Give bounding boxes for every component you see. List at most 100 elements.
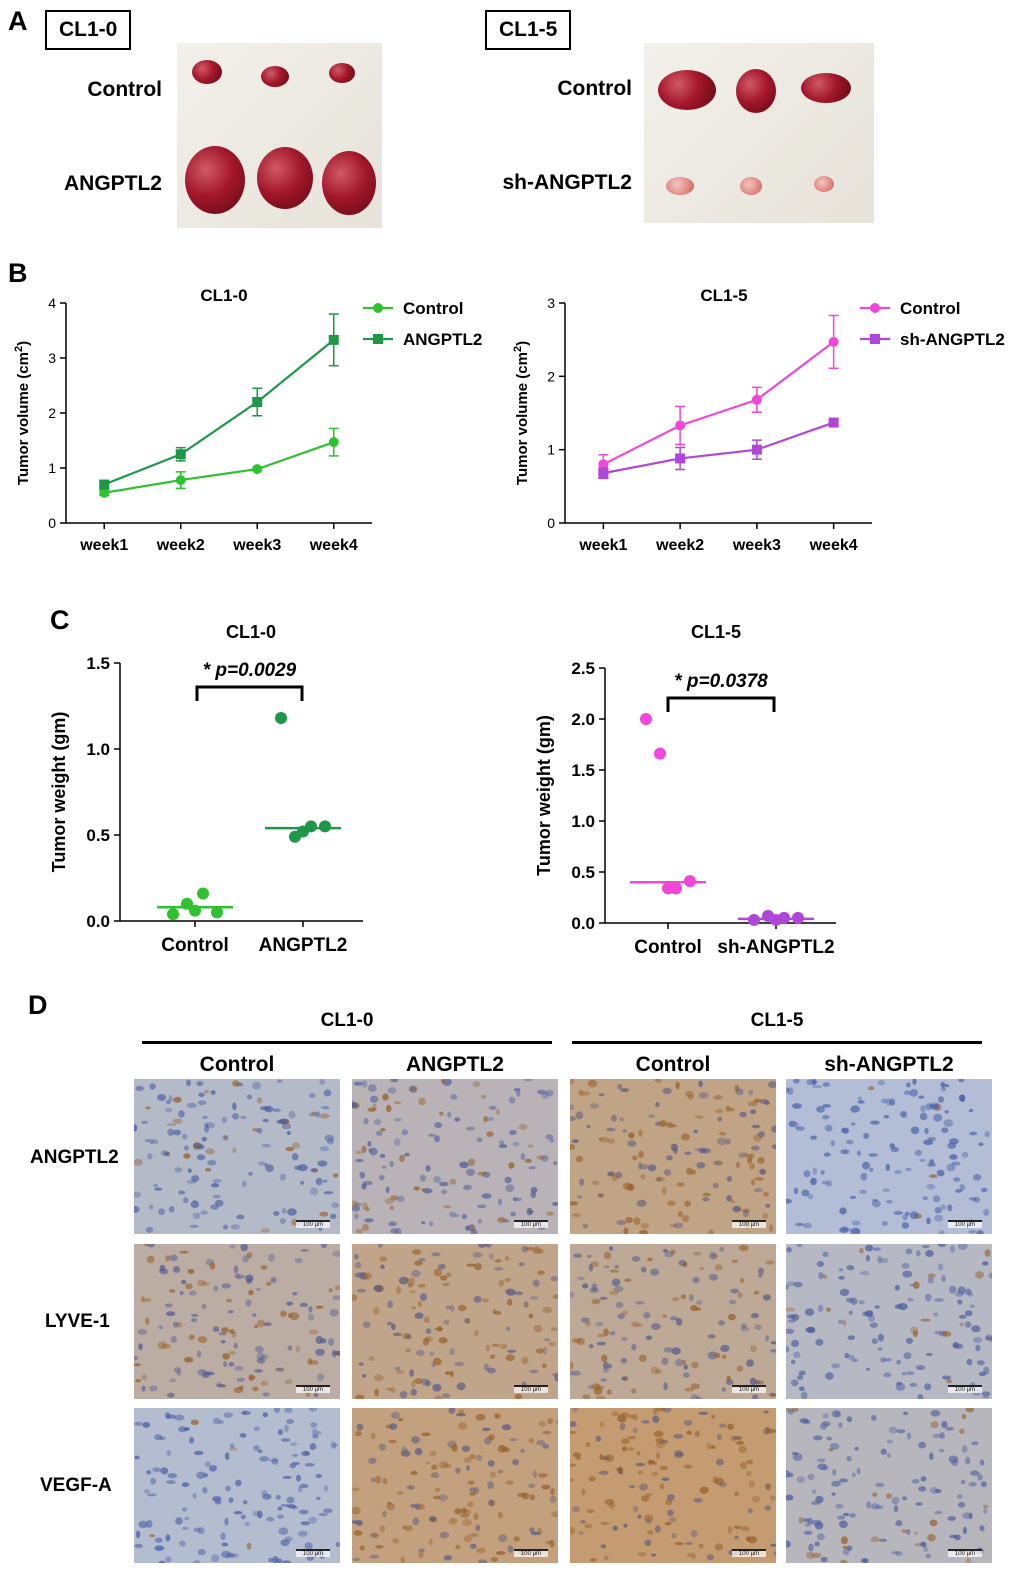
cell-nucleus (608, 1246, 614, 1251)
cell-nucleus (179, 1250, 189, 1254)
cell-nucleus (578, 1531, 584, 1535)
cell-nucleus (948, 1455, 959, 1464)
cell-nucleus (461, 1214, 468, 1220)
ihc-texture (352, 1079, 558, 1234)
cell-nucleus (253, 1426, 260, 1432)
data-point (211, 906, 223, 919)
cell-nucleus (933, 1113, 943, 1122)
cell-nucleus (842, 1512, 850, 1517)
cell-nucleus (256, 1352, 265, 1360)
cell-nucleus (323, 1179, 328, 1183)
cell-nucleus (319, 1211, 329, 1217)
cell-nucleus (972, 1174, 982, 1181)
cell-nucleus (499, 1344, 508, 1349)
panel-label-b: B (8, 258, 28, 288)
cell-nucleus (172, 1118, 183, 1124)
cell-nucleus (399, 1391, 408, 1399)
cell-nucleus (419, 1293, 427, 1302)
cell-nucleus (410, 1388, 417, 1396)
cell-nucleus (203, 1472, 208, 1478)
cell-nucleus (225, 1485, 231, 1492)
cell-nucleus (201, 1304, 207, 1309)
cell-nucleus (423, 1337, 430, 1346)
cell-nucleus (846, 1297, 854, 1303)
cell-nucleus (851, 1358, 858, 1362)
cell-nucleus (699, 1266, 705, 1271)
cell-nucleus (752, 1394, 759, 1399)
cell-nucleus (619, 1422, 626, 1431)
cell-nucleus (320, 1113, 330, 1119)
cell-nucleus (944, 1110, 949, 1114)
cell-nucleus (409, 1369, 414, 1377)
cell-nucleus (771, 1144, 776, 1150)
cell-nucleus (173, 1321, 179, 1328)
cell-nucleus (178, 1110, 185, 1118)
cell-nucleus (667, 1493, 675, 1501)
cell-nucleus (577, 1276, 585, 1280)
cell-nucleus (683, 1372, 690, 1378)
data-point (770, 913, 782, 926)
cell-nucleus (669, 1223, 678, 1228)
cell-nucleus (362, 1272, 372, 1280)
cell-nucleus (604, 1454, 615, 1463)
ihc-texture (570, 1244, 776, 1399)
cell-nucleus (932, 1433, 942, 1438)
cell-nucleus (143, 1244, 149, 1247)
data-point (319, 820, 331, 833)
cell-nucleus (284, 1536, 293, 1542)
cell-nucleus (202, 1373, 210, 1378)
cell-nucleus (327, 1138, 334, 1145)
cell-nucleus (733, 1525, 743, 1530)
cell-nucleus (650, 1268, 659, 1276)
cell-nucleus (390, 1195, 399, 1201)
y-tick-label: 1.5 (86, 654, 110, 673)
cell-nucleus (300, 1521, 310, 1526)
cell-nucleus (883, 1372, 892, 1378)
tumor (736, 69, 776, 113)
cell-nucleus (442, 1282, 450, 1287)
cell-nucleus (335, 1541, 340, 1548)
cell-nucleus (434, 1122, 443, 1129)
cell-nucleus (235, 1479, 242, 1487)
cell-nucleus (487, 1117, 494, 1121)
series-line (104, 441, 335, 494)
cell-nucleus (548, 1341, 557, 1347)
cell-nucleus (447, 1111, 452, 1118)
cell-nucleus (439, 1181, 449, 1187)
cell-nucleus (134, 1455, 140, 1460)
cell-nucleus (732, 1205, 742, 1213)
cell-nucleus (683, 1464, 693, 1469)
cell-nucleus (262, 1412, 268, 1418)
cell-nucleus (505, 1354, 515, 1362)
cell-nucleus (570, 1201, 579, 1206)
cell-nucleus (647, 1530, 654, 1535)
y-tick-label: 1.0 (86, 740, 110, 759)
cell-nucleus (796, 1476, 806, 1483)
cell-nucleus (922, 1196, 928, 1200)
cell-nucleus (912, 1079, 917, 1086)
cell-nucleus (255, 1287, 261, 1291)
cell-nucleus (498, 1534, 508, 1543)
cell-nucleus (620, 1357, 628, 1364)
cell-nucleus (901, 1496, 908, 1501)
cell-nucleus (468, 1158, 476, 1166)
cell-nucleus (693, 1129, 698, 1134)
cell-nucleus (286, 1130, 291, 1136)
cell-nucleus (481, 1193, 492, 1199)
cell-nucleus (570, 1079, 575, 1084)
cell-nucleus (715, 1108, 724, 1114)
cell-nucleus (874, 1305, 880, 1309)
data-point (328, 437, 339, 448)
series-line (603, 421, 834, 475)
cell-nucleus (461, 1507, 467, 1515)
cell-nucleus (712, 1476, 718, 1484)
cell-nucleus (652, 1408, 658, 1415)
cell-nucleus (846, 1139, 854, 1145)
cell-nucleus (692, 1276, 700, 1284)
cell-nucleus (507, 1545, 514, 1553)
cell-nucleus (834, 1410, 840, 1417)
cell-nucleus (768, 1392, 775, 1397)
cell-nucleus (223, 1412, 233, 1418)
cell-nucleus (307, 1314, 315, 1321)
cell-nucleus (638, 1150, 644, 1159)
